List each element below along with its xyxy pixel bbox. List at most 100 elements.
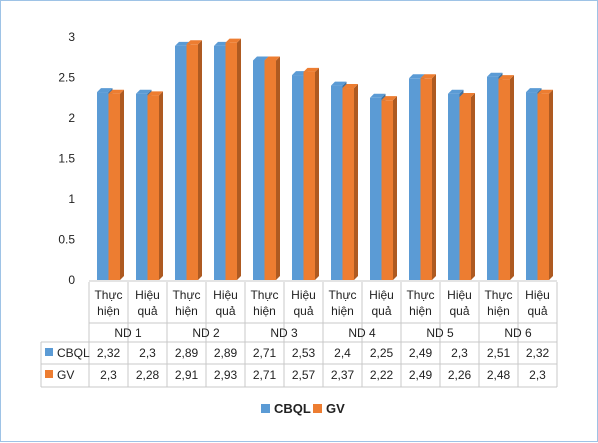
table-value-cell: 2,89 — [175, 346, 199, 360]
bar-gv — [186, 44, 198, 280]
bar-top-gv — [459, 92, 475, 97]
y-tick-label: 2 — [68, 111, 75, 125]
table-legend-key — [45, 370, 53, 378]
table-value-cell: 2,53 — [292, 346, 316, 360]
x-category-label: Hiệu — [291, 288, 316, 302]
x-group-label: ND 3 — [270, 326, 298, 340]
x-group-label: ND 6 — [504, 326, 532, 340]
table-value-cell: 2,32 — [526, 346, 550, 360]
x-category-label: Hiệu — [447, 288, 472, 302]
bar-gv — [264, 60, 276, 280]
bar-top-cbql — [331, 81, 347, 86]
table-value-cell: 2,48 — [487, 368, 511, 382]
bar-side-gv — [276, 56, 280, 280]
x-category-label: hiện — [97, 304, 120, 318]
bar-gv — [225, 42, 237, 280]
legend-label: GV — [326, 401, 345, 416]
bar-side-gv — [120, 89, 124, 280]
bar-side-gv — [471, 92, 475, 280]
table-legend-key — [45, 348, 53, 356]
table-value-cell: 2,71 — [253, 368, 277, 382]
x-category-label: hiện — [175, 304, 198, 318]
bar-side-gv — [549, 89, 553, 280]
bar-top-gv — [225, 38, 241, 43]
bar-cbql — [253, 60, 265, 280]
table-value-cell: 2,4 — [334, 346, 351, 360]
x-category-label: Hiệu — [213, 288, 238, 302]
bar-top-cbql — [448, 89, 464, 94]
x-category-label: hiện — [409, 304, 432, 318]
bar-cbql — [370, 97, 382, 280]
table-value-cell: 2,37 — [331, 368, 355, 382]
x-group-label: ND 5 — [426, 326, 454, 340]
bar-cbql — [175, 45, 187, 280]
bar-top-gv — [498, 75, 514, 80]
x-group-label: ND 4 — [348, 326, 376, 340]
x-category-label: Thực — [250, 288, 278, 302]
bar-gv — [303, 71, 315, 280]
table-value-cell: 2,32 — [97, 346, 121, 360]
table-value-cell: 2,25 — [370, 346, 394, 360]
bar-top-gv — [303, 67, 319, 72]
bar-gv — [147, 95, 159, 280]
table-series-name: CBQL — [57, 346, 90, 360]
bar-gv — [537, 93, 549, 280]
table-value-cell: 2,93 — [214, 368, 238, 382]
bar-gv — [498, 79, 510, 281]
x-category-label: quả — [371, 304, 391, 318]
bar-cbql — [136, 93, 148, 280]
table-value-cell: 2,22 — [370, 368, 394, 382]
bar-side-gv — [237, 38, 241, 280]
bar-top-cbql — [487, 72, 503, 77]
bar-gv — [420, 78, 432, 280]
bar-cbql — [214, 45, 226, 280]
y-tick-label: 0.5 — [58, 233, 75, 247]
bar-side-gv — [315, 67, 319, 280]
table-value-cell: 2,3 — [451, 346, 468, 360]
table-value-cell: 2,57 — [292, 368, 316, 382]
bar-top-cbql — [370, 93, 386, 98]
x-category-label: quả — [215, 304, 235, 318]
bar-gv — [342, 88, 354, 280]
x-category-label: quả — [449, 304, 469, 318]
x-category-label: Hiệu — [525, 288, 550, 302]
table-value-cell: 2,49 — [409, 368, 433, 382]
table-value-cell: 2,51 — [487, 346, 511, 360]
table-value-cell: 2,3 — [139, 346, 156, 360]
bar-top-gv — [381, 96, 397, 101]
bar-top-cbql — [136, 89, 152, 94]
legend-swatch — [261, 404, 270, 413]
bar-top-gv — [147, 91, 163, 96]
x-category-label: Thực — [94, 288, 122, 302]
bar-top-cbql — [253, 56, 269, 61]
y-tick-label: 1 — [68, 192, 75, 206]
y-tick-label: 0 — [68, 273, 75, 287]
table-value-cell: 2,91 — [175, 368, 199, 382]
bar-side-gv — [510, 75, 514, 281]
table-value-cell: 2,3 — [529, 368, 546, 382]
bar-gv — [108, 93, 120, 280]
bar-side-gv — [354, 84, 358, 280]
bar-top-gv — [342, 84, 358, 89]
x-category-label: quả — [293, 304, 313, 318]
x-category-label: Thực — [172, 288, 200, 302]
y-tick-label: 1.5 — [58, 152, 75, 166]
bar-top-gv — [264, 56, 280, 61]
bar-top-cbql — [409, 74, 425, 79]
x-category-label: Thực — [406, 288, 434, 302]
bar-top-gv — [186, 40, 202, 45]
bar-cbql — [97, 92, 109, 280]
bar-cbql — [526, 92, 538, 280]
x-category-label: hiện — [331, 304, 354, 318]
table-series-name: GV — [57, 368, 74, 382]
table-value-cell: 2,71 — [253, 346, 277, 360]
bar-top-gv — [537, 89, 553, 94]
x-category-label: Thực — [484, 288, 512, 302]
x-category-label: quả — [137, 304, 157, 318]
bar-cbql — [292, 75, 304, 280]
bar-side-gv — [159, 91, 163, 280]
bar-gv — [381, 100, 393, 281]
bar-cbql — [409, 78, 421, 280]
x-group-label: ND 1 — [114, 326, 142, 340]
